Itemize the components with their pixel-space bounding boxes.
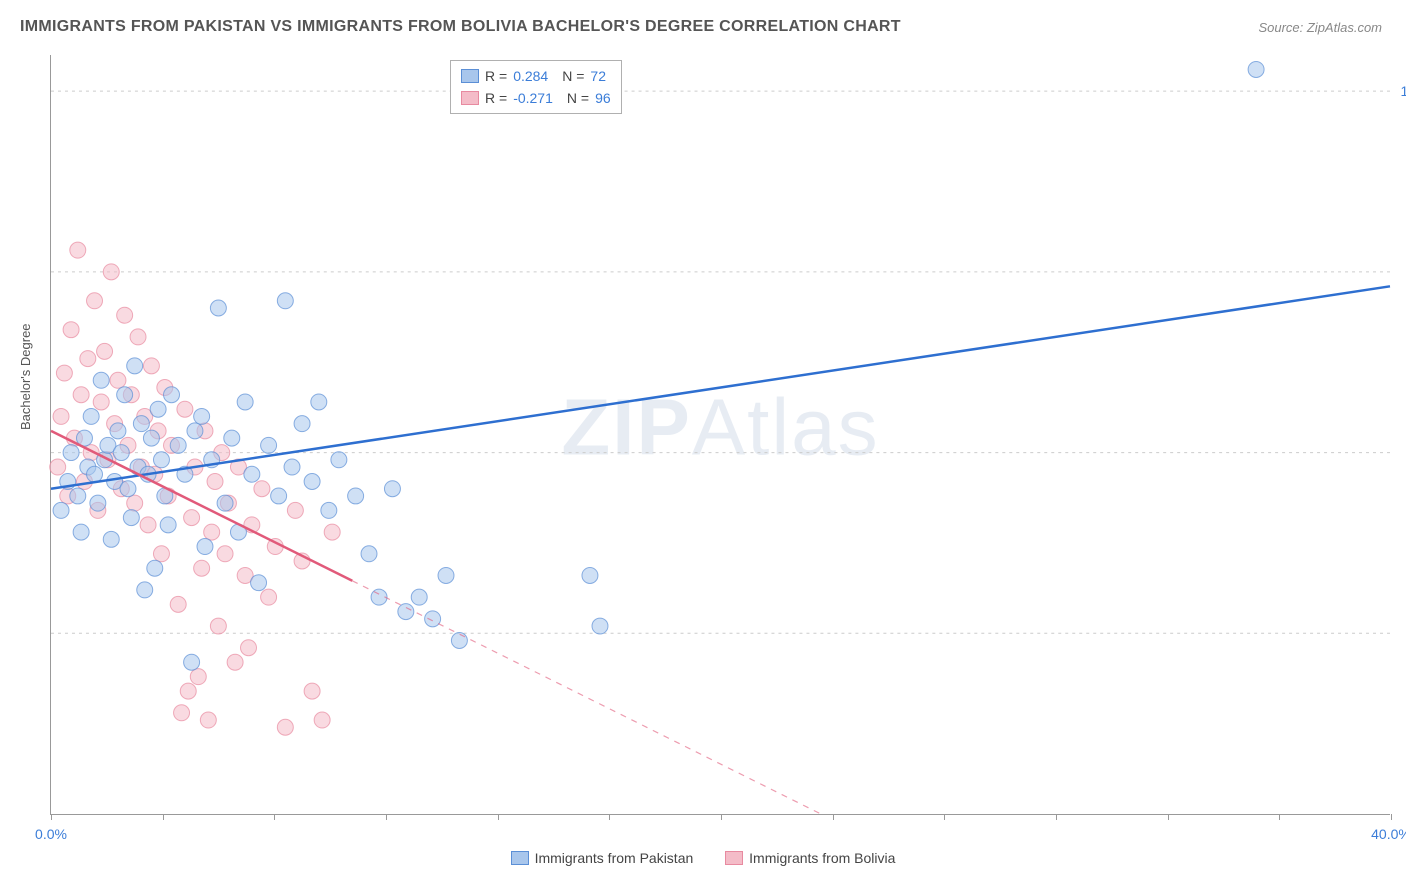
chart-title: IMMIGRANTS FROM PAKISTAN VS IMMIGRANTS F… <box>20 18 901 36</box>
swatch-bolivia <box>725 851 743 865</box>
xtick-label: 0.0% <box>35 826 67 842</box>
xtick <box>833 814 834 820</box>
pakistan-n-value: 72 <box>590 68 606 84</box>
swatch-bolivia <box>461 91 479 105</box>
legend-row-pakistan: R = 0.284 N = 72 <box>461 65 611 87</box>
ytick-label: 50.0% <box>1398 445 1406 461</box>
swatch-pakistan <box>511 851 529 865</box>
series-legend: Immigrants from Pakistan Immigrants from… <box>0 850 1406 868</box>
bolivia-n-value: 96 <box>595 90 611 106</box>
ytick-label: 100.0% <box>1398 83 1406 99</box>
r-label: R = <box>485 90 507 106</box>
xtick <box>1279 814 1280 820</box>
n-label: N = <box>562 68 584 84</box>
xtick <box>609 814 610 820</box>
xtick <box>274 814 275 820</box>
pakistan-r-value: 0.284 <box>513 68 548 84</box>
source-attribution: Source: ZipAtlas.com <box>1258 20 1382 35</box>
n-label: N = <box>567 90 589 106</box>
bolivia-r-value: -0.271 <box>513 90 553 106</box>
chart-svg <box>51 55 1390 814</box>
ytick-label: 75.0% <box>1398 264 1406 280</box>
xtick-label: 40.0% <box>1371 826 1406 842</box>
swatch-pakistan <box>461 69 479 83</box>
xtick <box>163 814 164 820</box>
correlation-legend: R = 0.284 N = 72 R = -0.271 N = 96 <box>450 60 622 114</box>
legend-item-bolivia: Immigrants from Bolivia <box>725 850 895 866</box>
ytick-label: 25.0% <box>1398 626 1406 642</box>
xtick <box>498 814 499 820</box>
xtick <box>1391 814 1392 820</box>
legend-row-bolivia: R = -0.271 N = 96 <box>461 87 611 109</box>
legend-item-pakistan: Immigrants from Pakistan <box>511 850 694 866</box>
bolivia-label: Immigrants from Bolivia <box>749 850 895 866</box>
plot-area: ZIPAtlas 25.0%50.0%75.0%100.0% 0.0%40.0% <box>50 55 1390 815</box>
pakistan-label: Immigrants from Pakistan <box>535 850 694 866</box>
r-label: R = <box>485 68 507 84</box>
xtick <box>51 814 52 820</box>
xtick <box>386 814 387 820</box>
y-axis-label: Bachelor's Degree <box>18 323 33 430</box>
xtick <box>944 814 945 820</box>
xtick <box>1168 814 1169 820</box>
xtick <box>1056 814 1057 820</box>
xtick <box>721 814 722 820</box>
